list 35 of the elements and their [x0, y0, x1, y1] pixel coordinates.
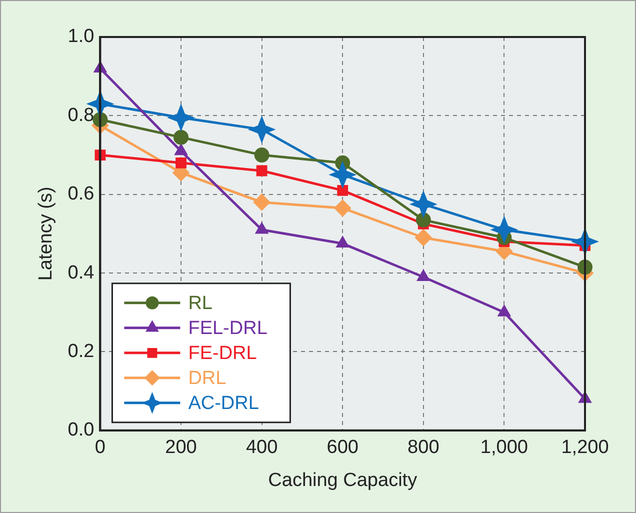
legend-label: AC-DRL [188, 393, 259, 414]
x-tick-label: 1,000 [480, 437, 528, 458]
point [337, 184, 348, 196]
y-tick-label: 1.0 [68, 26, 94, 48]
legend-label: DRL [188, 368, 226, 390]
y-axis-title: Latency (s) [36, 186, 57, 281]
point [253, 194, 270, 211]
point [336, 236, 350, 248]
legend-label: RL [188, 293, 213, 314]
legend-label: FE-DRL [188, 343, 257, 364]
point [334, 200, 352, 217]
x-tick-label: 800 [408, 437, 440, 458]
x-tick-label: 600 [326, 437, 358, 458]
point [254, 148, 270, 163]
y-tick-label: 0.0 [68, 420, 94, 441]
x-tick-label: 0 [94, 437, 106, 458]
point [256, 165, 268, 176]
point [328, 160, 357, 189]
point [409, 190, 438, 218]
y-tick-label: 0.6 [68, 184, 94, 205]
x-tick-label: 400 [246, 437, 278, 458]
point [414, 229, 432, 246]
point [167, 104, 196, 132]
point [176, 157, 186, 168]
point [416, 212, 431, 228]
legend-label: FEL-DRL [188, 318, 268, 340]
y-tick-label: 0.2 [68, 340, 94, 362]
point [490, 216, 518, 244]
x-tick-label: 200 [165, 437, 197, 458]
y-tick-label: 0.4 [68, 262, 95, 284]
y-tick-label: 0.8 [68, 104, 94, 126]
point [174, 130, 189, 145]
x-axis-title: Caching Capacity [268, 470, 418, 491]
point [248, 115, 276, 144]
x-tick-label: 1,200 [561, 437, 609, 458]
